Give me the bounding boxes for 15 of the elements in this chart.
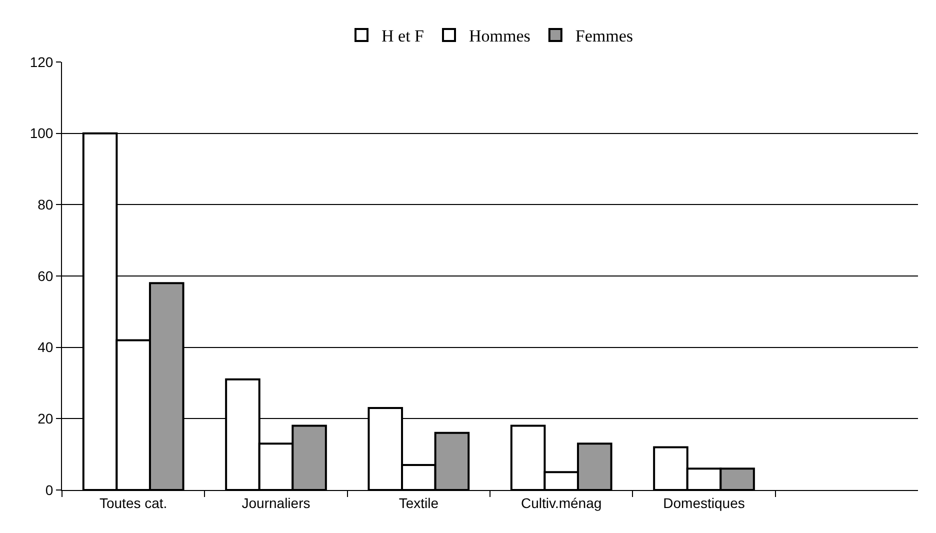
y-tick-label: 80 xyxy=(38,196,54,213)
legend-label: Hommes xyxy=(469,26,530,46)
x-tick-label: Domestiques xyxy=(663,494,745,511)
y-tick-label: 40 xyxy=(38,339,54,356)
y-tick-label: 120 xyxy=(30,54,54,70)
y-tick-label: 0 xyxy=(45,482,54,498)
y-tick-label: 60 xyxy=(38,268,54,284)
y-tick-label: 20 xyxy=(38,410,54,427)
x-tick-label: Journaliers xyxy=(242,494,310,511)
legend-label: H et F xyxy=(382,26,424,46)
x-tick-label: Textile xyxy=(398,494,439,511)
x-tick-label: Cultiv.ménag xyxy=(520,494,602,511)
y-tick-label: 100 xyxy=(30,125,54,142)
x-tick-label: Toutes cat. xyxy=(99,494,168,511)
legend-label: Femmes xyxy=(575,26,633,46)
